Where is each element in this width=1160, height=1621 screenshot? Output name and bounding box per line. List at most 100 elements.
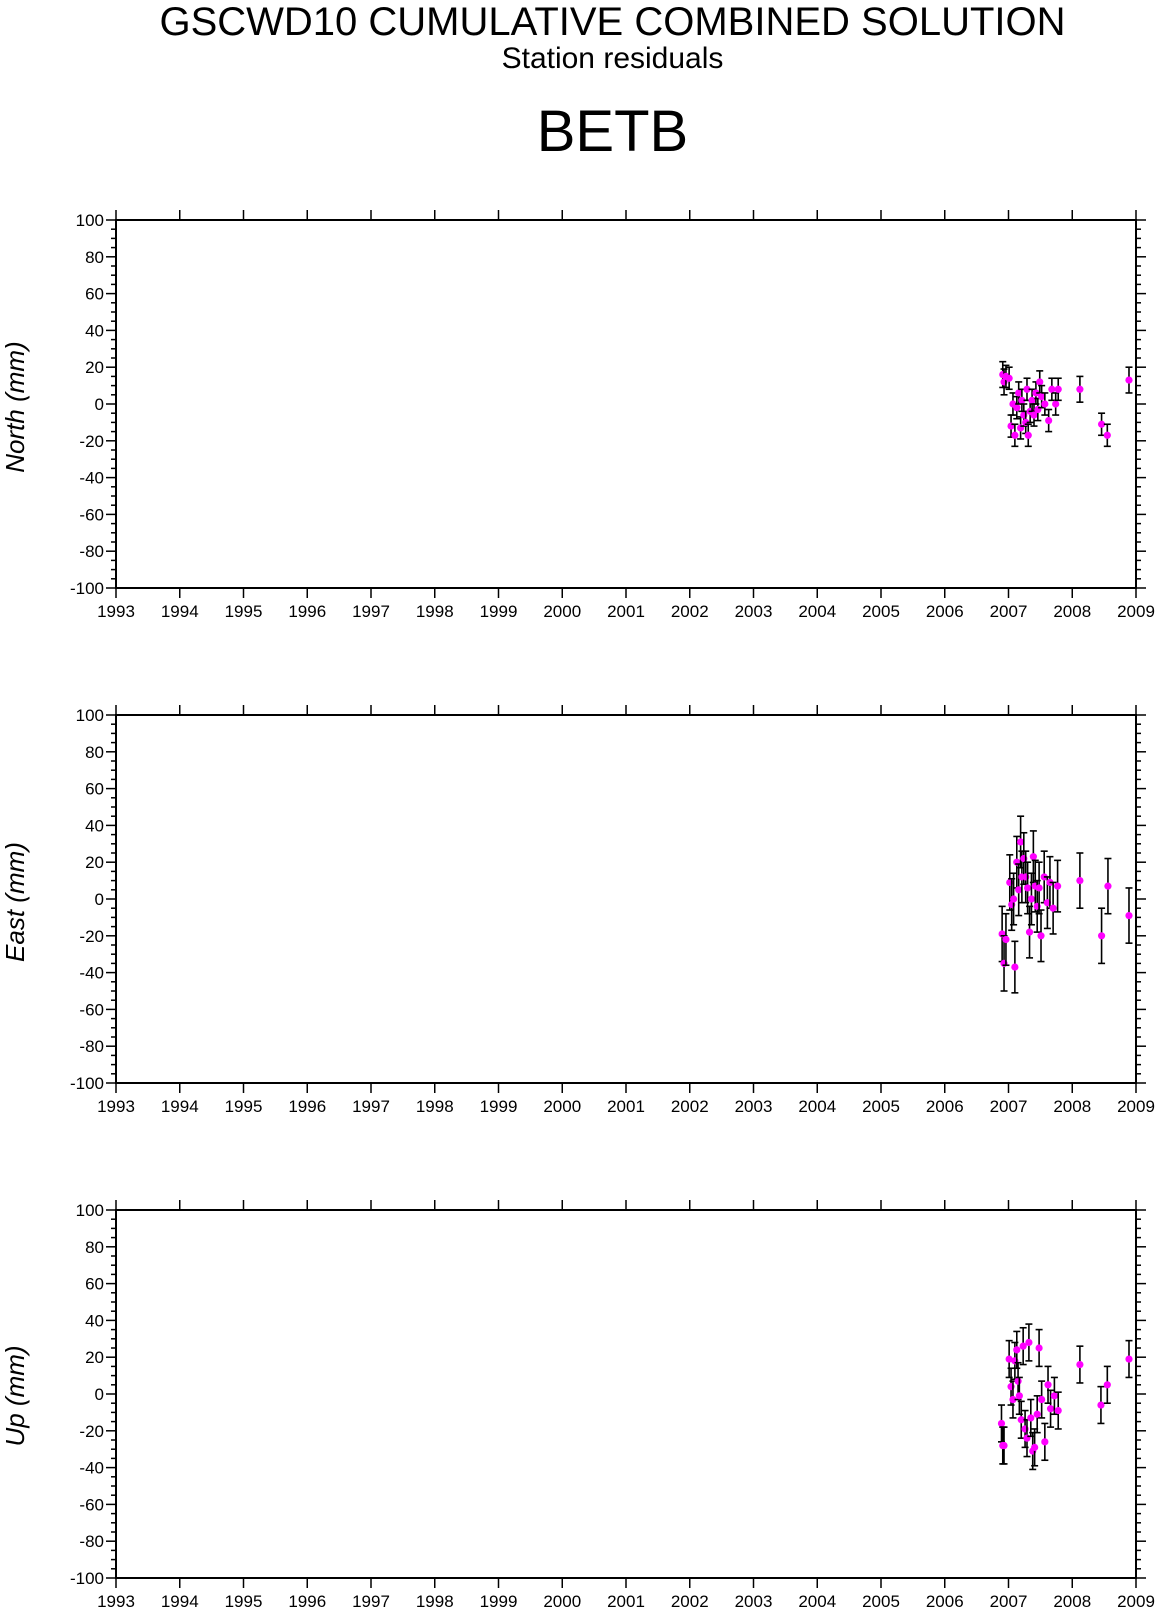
y-tick-label: -60 (79, 1495, 104, 1514)
x-tick-label: 2008 (1053, 1592, 1091, 1611)
east-panel: East (mm) 100 80 60 40 20 0 -20 -40 -60 -80 -100 19… (0, 705, 1155, 1116)
data-point (1025, 928, 1034, 936)
data-point (1010, 895, 1018, 903)
x-tick-label: 1997 (352, 602, 390, 621)
x-tick-label: 2002 (671, 1097, 709, 1116)
data-point (1054, 1406, 1062, 1415)
x-tick-label: 2006 (926, 1097, 964, 1116)
x-tick-label: 2007 (990, 1592, 1028, 1611)
x-tick-label: 1999 (480, 1097, 518, 1116)
x-tick-label: 1997 (352, 1097, 390, 1116)
y-tick-label: 60 (85, 780, 104, 799)
x-tick-label: 2005 (862, 1592, 900, 1611)
x-tick-label: 1996 (288, 1097, 326, 1116)
y-tick-label: 80 (85, 248, 104, 267)
data-point (1036, 378, 1044, 386)
x-tick-label: 2002 (671, 1592, 709, 1611)
data-point (1013, 1346, 1021, 1354)
x-tick-label: 2008 (1053, 602, 1091, 621)
x-tick-label: 2003 (735, 602, 773, 621)
y-tick-label: 0 (95, 395, 104, 414)
x-tick-label: 1995 (225, 602, 263, 621)
data-point (1032, 389, 1040, 397)
y-tick-label: 100 (76, 211, 104, 230)
data-point (1038, 1395, 1046, 1404)
y-tick-label: -60 (79, 505, 104, 524)
data-point (1024, 884, 1032, 892)
data-point (1017, 1416, 1025, 1424)
data-point (1019, 1342, 1027, 1350)
y-tick-label: -20 (79, 1422, 104, 1441)
x-tick-label: 2001 (607, 602, 645, 621)
data-point (1029, 853, 1037, 861)
x-tick-label: 2000 (543, 602, 581, 621)
data-point (1097, 1401, 1105, 1409)
data-point (1046, 1405, 1055, 1413)
y-tick-label: 40 (85, 816, 104, 835)
y-tick-label: -100 (70, 579, 104, 598)
data-point (1025, 1338, 1033, 1347)
data-point (1027, 895, 1036, 903)
y-tick-label: 40 (85, 1311, 104, 1330)
x-tick-label: 1995 (225, 1592, 263, 1611)
plot-frame (115, 219, 1137, 589)
data-point (1038, 393, 1046, 401)
x-tick-label: 1998 (416, 1592, 454, 1611)
x-tick-label: 2001 (607, 1592, 645, 1611)
y-tick-label: 0 (95, 890, 104, 909)
y-tick-label: 20 (85, 853, 104, 872)
y-tick-label: -20 (79, 927, 104, 946)
data-point (1009, 1395, 1017, 1404)
x-tick-label: 1997 (352, 1592, 390, 1611)
data-point (1097, 420, 1106, 428)
data-point (1035, 1344, 1043, 1352)
x-tick-label: 2004 (798, 1097, 836, 1116)
x-tick-label: 2003 (735, 1097, 773, 1116)
data-point (1002, 935, 1010, 944)
y-tick-label: 20 (85, 358, 104, 377)
data-point (1037, 932, 1045, 940)
x-tick-label: 2009 (1117, 1097, 1155, 1116)
data-point (1018, 396, 1026, 404)
x-tick-label: 2000 (543, 1592, 581, 1611)
data-point (1028, 396, 1036, 404)
data-point (1030, 411, 1038, 419)
y-tick-label: 20 (85, 1348, 104, 1367)
x-tick-label: 2002 (671, 602, 709, 621)
x-tick-label: 2003 (735, 1592, 773, 1611)
x-tick-label: 2004 (798, 1592, 836, 1611)
data-point (1011, 963, 1019, 971)
data-point (1044, 1381, 1052, 1389)
data-point (1104, 882, 1112, 890)
x-tick-label: 1998 (416, 1097, 454, 1116)
data-point (1049, 904, 1057, 912)
data-point (1048, 385, 1056, 393)
y-tick-label: -60 (79, 1000, 104, 1019)
y-tick-label: -40 (79, 964, 104, 983)
data-point (1103, 1381, 1111, 1389)
x-tick-label: 1993 (97, 1592, 135, 1611)
data-point (1103, 431, 1111, 439)
data-point (1041, 1438, 1049, 1446)
x-tick-label: 2001 (607, 1097, 645, 1116)
x-tick-label: 2009 (1117, 602, 1155, 621)
north-axis-label: North (mm) (0, 341, 30, 472)
station-name: BETB (536, 99, 689, 164)
data-point (1053, 882, 1062, 890)
data-point (1005, 374, 1013, 382)
y-tick-label: 60 (85, 285, 104, 304)
data-point (1027, 1414, 1035, 1422)
y-tick-label: -80 (79, 1532, 104, 1551)
page-subtitle: Station residuals (501, 42, 724, 75)
north-panel: North (mm) 100 80 60 40 20 0 -20 -40 -60 -80 -100 1… (0, 210, 1155, 621)
x-tick-label: 2009 (1117, 1592, 1155, 1611)
east-axis-label: East (mm) (0, 842, 30, 962)
data-point (1015, 389, 1023, 397)
x-tick-label: 1993 (97, 602, 135, 621)
y-tick-label: 60 (85, 1275, 104, 1294)
data-point (1052, 400, 1060, 408)
data-point (1024, 431, 1032, 439)
data-point (1031, 1443, 1039, 1451)
x-tick-label: 1994 (161, 1592, 199, 1611)
